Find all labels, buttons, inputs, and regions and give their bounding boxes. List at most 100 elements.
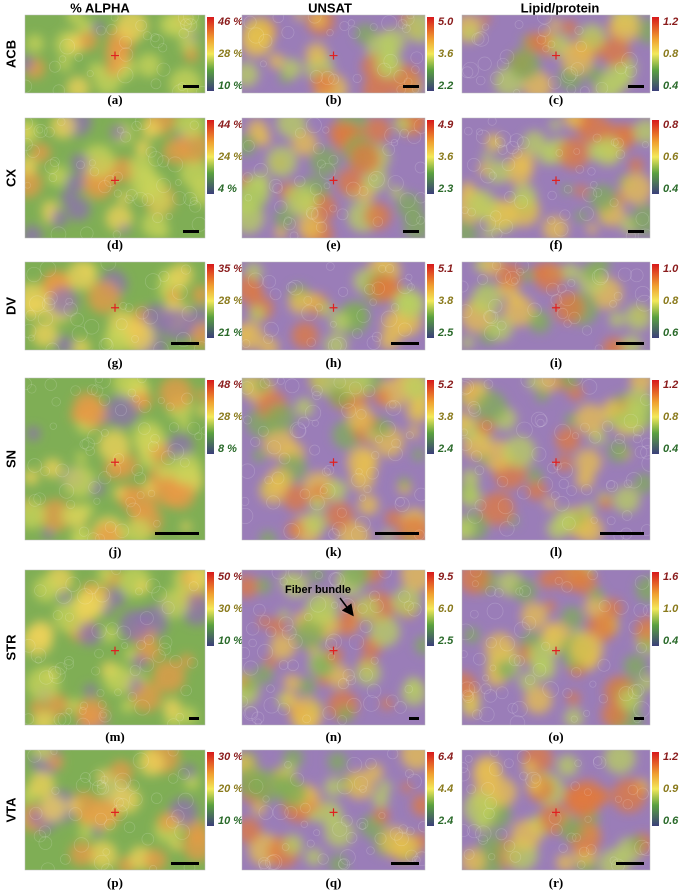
cell [299, 488, 311, 500]
cell [124, 194, 134, 204]
cell [272, 15, 284, 24]
cell [475, 825, 492, 842]
cell [561, 68, 577, 84]
cell [264, 475, 273, 485]
colorbar-label: 44 % [217, 119, 243, 131]
blob [481, 151, 493, 163]
center-cross [111, 808, 119, 817]
blob [561, 20, 577, 36]
colorbar-label: 0.4 [663, 635, 678, 647]
blob [367, 273, 397, 303]
cell [39, 262, 57, 278]
cell [488, 171, 497, 180]
cell [598, 600, 611, 613]
cell [177, 792, 194, 809]
heat-map [462, 750, 650, 870]
blob [609, 15, 640, 43]
cell [265, 855, 280, 870]
cell [257, 644, 274, 660]
blob [463, 701, 479, 717]
blob [182, 764, 196, 779]
cell [581, 484, 593, 496]
cell [333, 378, 346, 389]
scale-bar [171, 862, 199, 865]
cell [494, 137, 506, 148]
map-blobs [242, 262, 425, 350]
cell [40, 862, 55, 870]
cell [405, 769, 414, 778]
cell [378, 812, 386, 820]
cell [96, 779, 107, 790]
cell [91, 623, 107, 639]
colorbar-label: 2.5 [437, 327, 454, 339]
cell [477, 274, 489, 285]
blob [575, 184, 588, 197]
colorbar-label: 3.8 [438, 295, 454, 307]
cell [336, 507, 347, 518]
cell [53, 713, 67, 725]
cell [614, 433, 626, 445]
cell [25, 378, 32, 391]
blob [305, 848, 323, 866]
blob [47, 165, 69, 187]
blob [265, 403, 295, 433]
blob [311, 71, 335, 93]
blob [462, 570, 490, 594]
cell [153, 341, 169, 350]
center-cross [111, 176, 119, 185]
cell [100, 775, 109, 784]
cell [462, 437, 473, 451]
blob [623, 654, 647, 678]
blob [269, 633, 296, 660]
cell [484, 310, 499, 325]
blob [389, 185, 403, 199]
cell [25, 137, 33, 151]
cell [378, 264, 387, 273]
panel-label: (o) [548, 729, 563, 744]
cell [290, 772, 305, 787]
cell [112, 230, 121, 238]
blob [242, 817, 262, 844]
cell [121, 642, 129, 650]
cell [242, 463, 256, 479]
cell [405, 431, 414, 440]
cell [242, 381, 254, 395]
cell [195, 86, 205, 93]
blob [325, 501, 354, 530]
cell [315, 303, 323, 312]
blob [559, 817, 584, 842]
cell [186, 657, 199, 669]
cell [617, 267, 632, 282]
cell [98, 180, 112, 194]
cell [151, 792, 163, 804]
cell [339, 21, 350, 32]
blob [403, 533, 414, 540]
cell [595, 81, 609, 93]
cell [76, 160, 85, 170]
cell [74, 52, 84, 62]
blob [602, 399, 622, 419]
cell [152, 649, 166, 663]
blob [282, 572, 309, 598]
cell [42, 297, 56, 311]
cell [44, 126, 55, 138]
cell [34, 656, 42, 664]
blob [184, 774, 200, 790]
cell [609, 198, 619, 208]
cell [542, 45, 550, 53]
cell [394, 701, 407, 714]
heat-map [25, 750, 205, 870]
blob [187, 570, 205, 590]
blob [526, 480, 547, 501]
blob [98, 430, 130, 462]
cell [94, 648, 104, 659]
colorbar [207, 120, 214, 194]
cell [576, 860, 586, 869]
blob [242, 766, 266, 798]
cell [366, 335, 381, 350]
cell [309, 183, 322, 196]
cell [244, 706, 258, 720]
cell [462, 61, 479, 79]
cell [101, 429, 109, 437]
blob [290, 697, 323, 725]
